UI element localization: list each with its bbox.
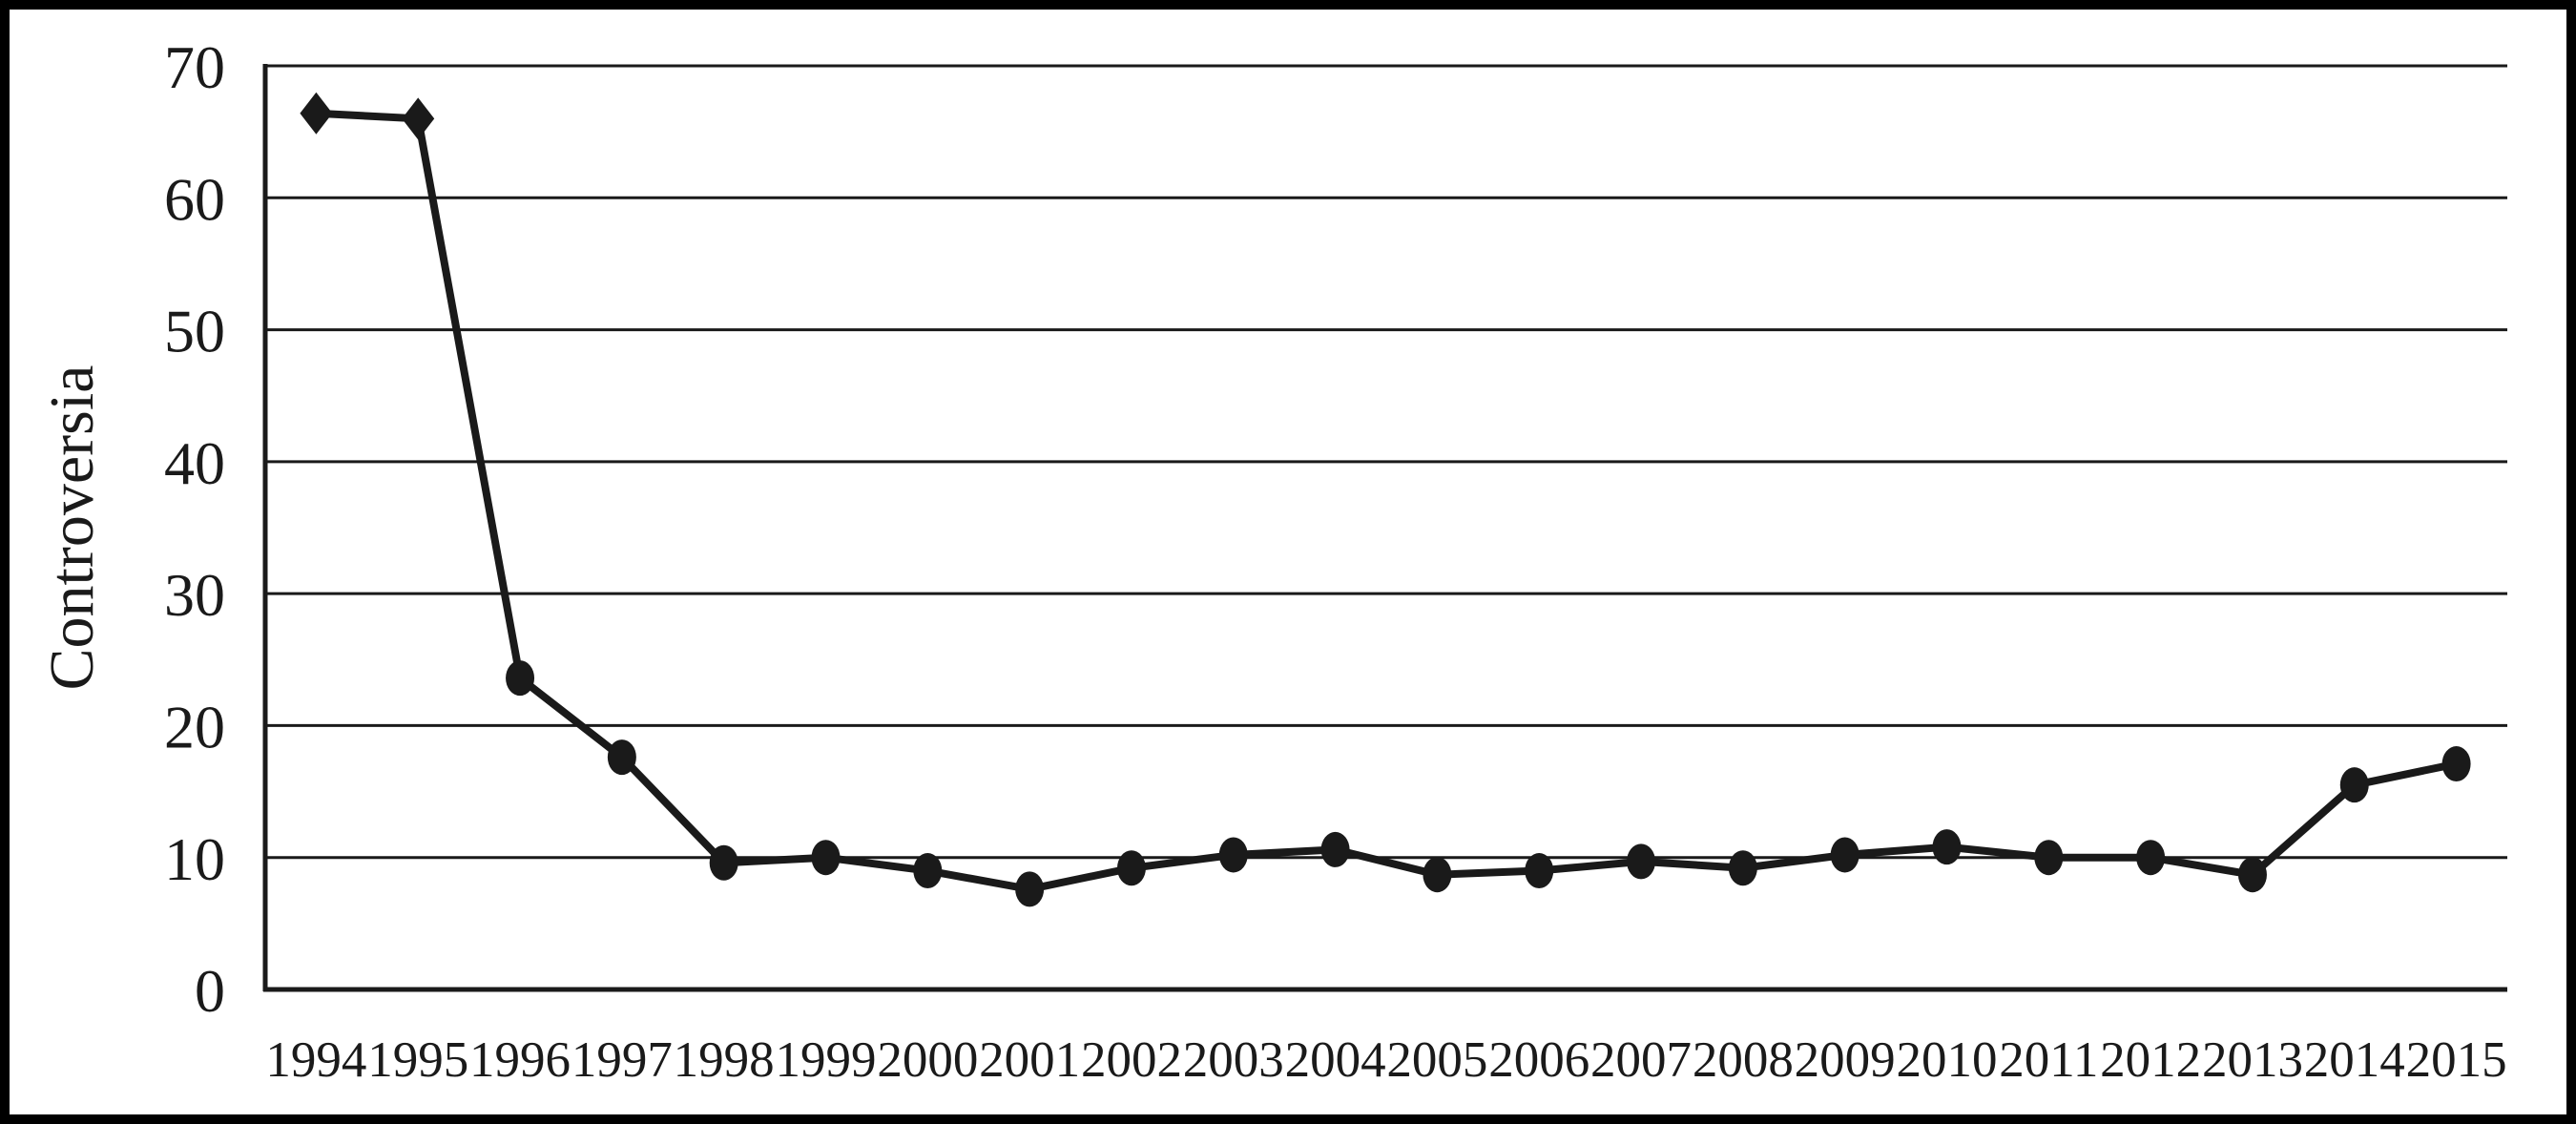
x-tick-label-1997: 1997 xyxy=(571,1032,673,1088)
data-point-circle-2011 xyxy=(2034,840,2064,876)
y-tick-labels: 0 10 20 30 40 50 60 70 xyxy=(164,33,225,1025)
data-point-circle-1996 xyxy=(506,660,535,697)
data-point-circle-1997 xyxy=(607,739,636,776)
x-tick-label-2011: 2011 xyxy=(1999,1032,2098,1088)
data-point-diamond-1994 xyxy=(300,92,333,135)
x-tick-label-2000: 2000 xyxy=(877,1032,978,1088)
data-point-circle-2012 xyxy=(2136,840,2166,876)
data-series xyxy=(300,92,2471,907)
data-point-circle-2014 xyxy=(2339,767,2369,803)
x-tick-label-1996: 1996 xyxy=(469,1032,571,1088)
data-point-circle-2009 xyxy=(1830,837,1859,873)
x-tick-label-2005: 2005 xyxy=(1386,1032,1487,1088)
x-tick-label-2013: 2013 xyxy=(2202,1032,2303,1088)
axes xyxy=(262,64,2507,992)
x-tick-label-2002: 2002 xyxy=(1081,1032,1182,1088)
data-point-circle-2000 xyxy=(913,853,943,889)
data-point-circle-2001 xyxy=(1015,871,1045,907)
data-point-circle-2003 xyxy=(1218,837,1248,873)
data-line xyxy=(316,109,2458,893)
data-point-circle-2013 xyxy=(2237,857,2267,893)
y-tick-label-40: 40 xyxy=(164,429,225,497)
data-point-circle-2010 xyxy=(1932,829,1962,865)
x-tick-label-2003: 2003 xyxy=(1183,1032,1284,1088)
y-axis-label: Controversia xyxy=(37,365,107,691)
x-tick-label-2015: 2015 xyxy=(2406,1032,2507,1088)
x-tick-label-1994: 1994 xyxy=(265,1032,366,1088)
data-point-circle-1998 xyxy=(709,844,738,881)
data-point-circle-2002 xyxy=(1116,850,1146,886)
x-tick-label-2004: 2004 xyxy=(1285,1032,1386,1088)
x-tick-label-1999: 1999 xyxy=(776,1032,877,1088)
x-tick-label-2009: 2009 xyxy=(1795,1032,1896,1088)
y-tick-label-50: 50 xyxy=(164,298,225,365)
x-tick-label-2012: 2012 xyxy=(2100,1032,2201,1088)
data-point-circle-2015 xyxy=(2441,746,2471,782)
data-point-circle-2006 xyxy=(1525,853,1554,889)
data-point-circle-2004 xyxy=(1320,831,1350,867)
y-tick-label-70: 70 xyxy=(164,33,225,101)
data-point-circle-2005 xyxy=(1423,857,1452,893)
x-tick-label-1995: 1995 xyxy=(367,1032,468,1088)
data-point-circle-1999 xyxy=(811,840,841,876)
x-tick-label-2006: 2006 xyxy=(1488,1032,1589,1088)
y-tick-label-0: 0 xyxy=(195,957,225,1025)
y-tick-label-10: 10 xyxy=(164,825,225,893)
x-tick-label-1998: 1998 xyxy=(674,1032,775,1088)
x-tick-labels: 1994 1995 1996 1997 1998 1999 2000 2001 2002 2003… xyxy=(265,1032,2506,1088)
y-tick-label-60: 60 xyxy=(164,165,225,233)
x-tick-label-2008: 2008 xyxy=(1693,1032,1794,1088)
data-point-diamond-1995 xyxy=(402,97,435,140)
x-tick-label-2010: 2010 xyxy=(1897,1032,1998,1088)
gridlines xyxy=(265,64,2507,860)
x-tick-label-2014: 2014 xyxy=(2304,1032,2405,1088)
data-point-circle-2007 xyxy=(1627,843,1656,880)
x-tick-label-2001: 2001 xyxy=(979,1032,1080,1088)
data-point-circle-2008 xyxy=(1728,850,1757,886)
x-tick-label-2007: 2007 xyxy=(1590,1032,1692,1088)
y-tick-label-20: 20 xyxy=(164,693,225,760)
y-tick-label-30: 30 xyxy=(164,561,225,629)
